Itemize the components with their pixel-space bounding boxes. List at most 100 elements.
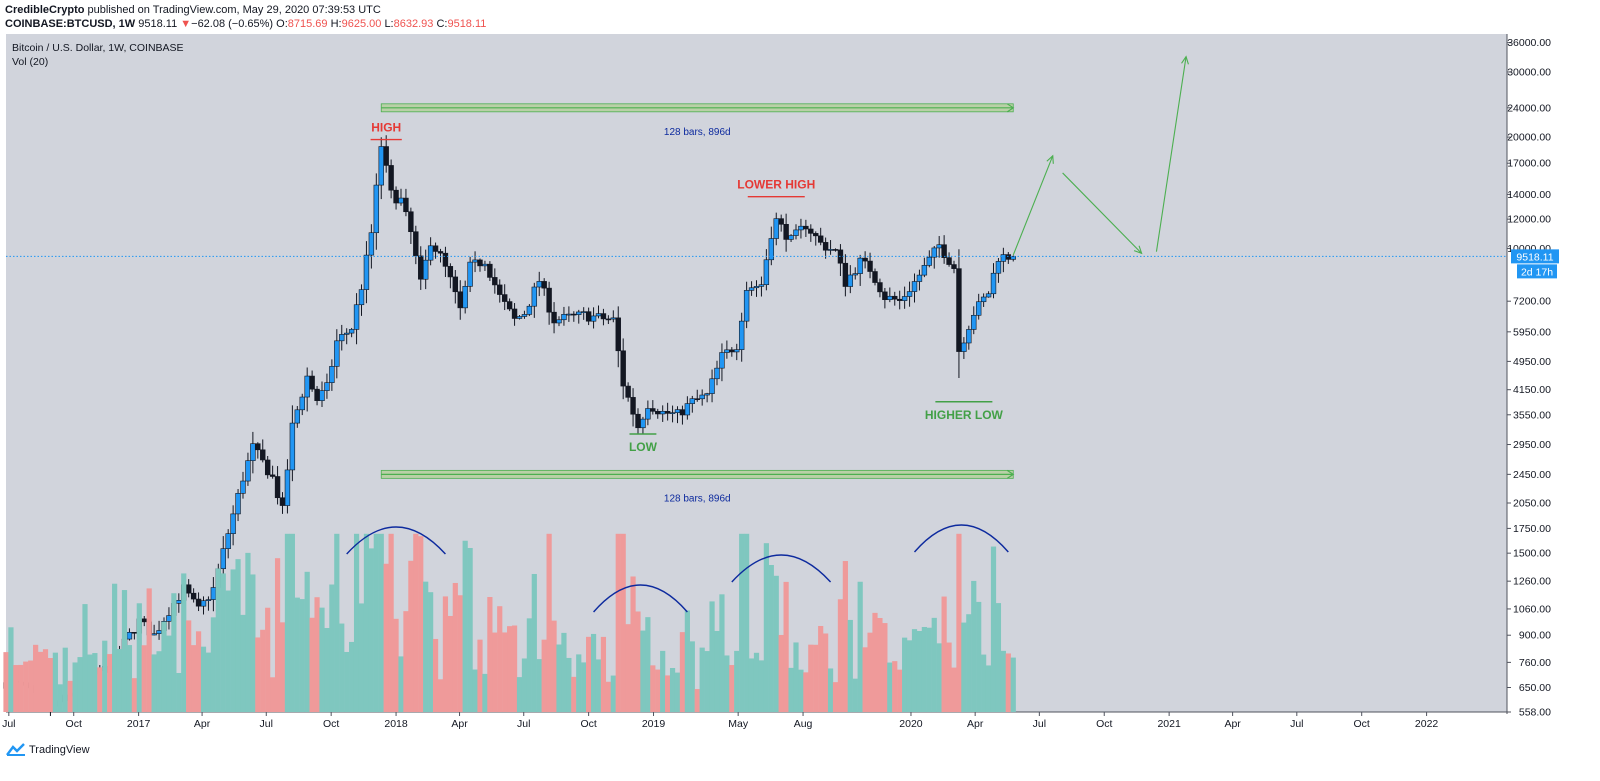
candle-body: [901, 296, 908, 301]
volume-bar: [294, 597, 300, 712]
candle-body: [659, 411, 666, 415]
candle-body: [605, 318, 612, 321]
volume-bar: [344, 651, 350, 712]
candle-body: [877, 282, 883, 293]
candle-body: [319, 390, 325, 401]
volume-bar: [220, 573, 226, 712]
y-tick-label: 1500.00: [1513, 548, 1551, 560]
candle-body: [580, 311, 587, 313]
volume-bar: [388, 533, 394, 712]
candle-body: [200, 600, 207, 607]
volume-bar: [946, 642, 952, 712]
y-tick-label: 760.00: [1519, 657, 1551, 669]
candle-body: [610, 317, 617, 320]
volume-bar: [511, 625, 518, 712]
author-name[interactable]: CredibleCrypto: [5, 4, 85, 16]
volume-bar: [195, 631, 202, 712]
volume-bar: [502, 632, 508, 712]
candle-body: [487, 263, 493, 278]
current-price-label: 9518.11: [1516, 251, 1553, 263]
candle-body: [995, 261, 1002, 274]
candle-body: [566, 313, 572, 316]
candle-body: [492, 277, 498, 286]
candle-body: [966, 329, 972, 344]
y-tick-label: 900.00: [1519, 630, 1551, 642]
volume-bar: [902, 637, 908, 712]
volume-bar: [714, 630, 720, 712]
last-price: 9518.11: [138, 18, 178, 30]
candle-body: [887, 295, 893, 301]
volume-bar: [161, 621, 167, 712]
candle-body: [383, 146, 389, 166]
volume-bar: [467, 547, 473, 712]
volume-bar: [205, 652, 212, 712]
volume-bar: [674, 672, 681, 712]
volume-bar: [378, 533, 384, 712]
volume-bar: [976, 601, 982, 712]
volume-bar: [660, 650, 666, 712]
candle-body: [309, 375, 315, 390]
volume-bar: [763, 543, 769, 712]
volume-bar: [595, 659, 602, 712]
volume-bar: [877, 617, 883, 712]
volume-bar: [645, 617, 651, 712]
candle-body: [842, 262, 849, 287]
candle-body: [808, 228, 814, 234]
volume-bar: [146, 588, 152, 712]
volume-bar: [605, 681, 611, 712]
candle-body: [536, 281, 542, 288]
published-text: published on TradingView.com, May 29, 20…: [87, 4, 381, 16]
candle-body: [664, 411, 671, 414]
x-tick-label: 2017: [127, 718, 151, 730]
candle-body: [561, 314, 567, 321]
volume-bar: [487, 596, 493, 712]
candle-body: [911, 281, 918, 292]
volume-bar: [581, 662, 587, 712]
volume-bar: [1000, 650, 1006, 712]
candle-body: [857, 257, 863, 274]
candle-body: [289, 422, 296, 471]
candle-body: [738, 320, 745, 350]
candle-body: [773, 218, 779, 239]
candle-body: [798, 225, 804, 231]
candles-group: [3, 135, 1016, 716]
candle-body: [343, 332, 350, 335]
projection-arrow-line: [1012, 155, 1054, 256]
footer-brand[interactable]: TradingView: [29, 744, 90, 756]
candle-body: [526, 305, 533, 315]
candle-body: [151, 633, 157, 636]
candle-body: [235, 493, 241, 515]
chart-area[interactable]: 558.00 650.00 760.00 900.00 1060.00 1260.00 15…: [0, 34, 1600, 740]
symbol-label[interactable]: COINBASE:BTCUSD, 1W: [5, 18, 136, 30]
volume-bar: [546, 533, 552, 712]
volume-bar: [768, 564, 774, 712]
candle-body: [768, 238, 775, 261]
candle-body: [176, 600, 182, 604]
y-tick-label: 24000.00: [1507, 102, 1551, 114]
candle-body: [783, 223, 789, 240]
volume-bar: [921, 626, 927, 712]
volume-bar: [887, 662, 893, 712]
candle-body: [980, 296, 987, 303]
volume-bar: [363, 533, 370, 712]
volume-bar: [566, 657, 572, 712]
volume-bar: [230, 569, 236, 712]
volume-bar: [18, 664, 24, 712]
volume-bar: [931, 617, 937, 712]
volume-bar: [941, 596, 947, 712]
candle-body: [699, 394, 705, 400]
candle-body: [946, 257, 952, 265]
candle-body: [852, 273, 858, 276]
x-tick-label: Aug: [794, 718, 813, 730]
projection-arrow-head: [1046, 154, 1054, 164]
volume-bar: [112, 583, 118, 712]
volume-bar: [625, 624, 631, 712]
y-tick-label: 2950.00: [1513, 439, 1551, 451]
volume-bar: [788, 667, 794, 712]
x-tick-label: Jul: [260, 718, 273, 730]
candle-body: [951, 264, 957, 269]
candle-body: [669, 412, 676, 414]
candle-body: [185, 584, 192, 594]
candle-body: [650, 408, 656, 412]
volume-bar: [373, 533, 379, 712]
